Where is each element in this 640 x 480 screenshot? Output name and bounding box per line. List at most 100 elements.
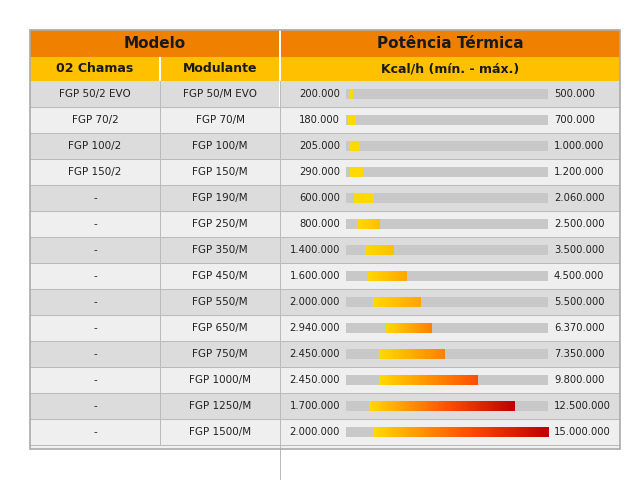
Text: FGP 450/M: FGP 450/M	[192, 271, 248, 281]
Bar	[497, 401, 500, 411]
Bar	[377, 271, 378, 281]
Text: 12.500.000: 12.500.000	[554, 401, 611, 411]
Bar	[410, 375, 413, 385]
Text: FGP 70/2: FGP 70/2	[72, 115, 118, 125]
Bar	[512, 401, 515, 411]
Bar	[426, 349, 428, 359]
Bar	[346, 115, 548, 125]
Bar	[30, 211, 620, 212]
Bar	[437, 349, 439, 359]
Bar	[373, 427, 376, 437]
Bar	[417, 427, 420, 437]
Bar	[351, 141, 352, 151]
Bar	[369, 271, 370, 281]
Bar	[370, 271, 371, 281]
Bar	[387, 245, 388, 255]
Bar	[427, 401, 430, 411]
Bar	[359, 141, 360, 151]
Bar	[365, 219, 367, 229]
Bar	[370, 245, 371, 255]
Bar	[476, 401, 479, 411]
Bar	[356, 193, 357, 203]
Bar	[359, 193, 360, 203]
Bar	[371, 271, 372, 281]
Bar	[450, 375, 452, 385]
Bar	[372, 193, 374, 203]
Text: FGP 100/M: FGP 100/M	[192, 141, 248, 151]
Bar	[382, 245, 383, 255]
Text: 2.060.000: 2.060.000	[554, 193, 605, 203]
Bar	[379, 349, 381, 359]
Text: 5.500.000: 5.500.000	[554, 297, 605, 307]
Bar	[391, 349, 393, 359]
Bar	[365, 193, 366, 203]
Bar	[388, 401, 391, 411]
Bar	[353, 141, 354, 151]
Bar	[357, 141, 358, 151]
Bar	[376, 219, 377, 229]
Text: FGP 1500/M: FGP 1500/M	[189, 427, 251, 437]
Bar	[372, 219, 373, 229]
Bar	[415, 297, 417, 307]
Bar	[381, 375, 383, 385]
Bar	[390, 271, 392, 281]
Bar	[393, 271, 394, 281]
Bar	[396, 271, 397, 281]
Bar	[346, 297, 548, 307]
Bar	[359, 219, 360, 229]
Text: 1.700.000: 1.700.000	[289, 401, 340, 411]
Bar	[372, 271, 374, 281]
Bar	[352, 167, 353, 177]
Bar	[359, 193, 360, 203]
Bar	[469, 427, 472, 437]
Bar	[396, 297, 397, 307]
Text: 3.500.000: 3.500.000	[554, 245, 604, 255]
Bar	[405, 297, 406, 307]
Bar	[359, 167, 360, 177]
Bar	[422, 349, 424, 359]
Bar	[513, 427, 516, 437]
Bar	[381, 297, 383, 307]
Bar	[358, 219, 359, 229]
Bar	[487, 427, 490, 437]
Bar	[472, 375, 474, 385]
Bar	[375, 271, 376, 281]
Text: FGP 50/M EVO: FGP 50/M EVO	[183, 89, 257, 99]
Bar	[397, 297, 398, 307]
Bar	[420, 349, 422, 359]
Bar	[408, 401, 411, 411]
Bar	[418, 323, 419, 333]
Bar	[426, 323, 428, 333]
Text: 500.000: 500.000	[554, 89, 595, 99]
Bar	[374, 297, 375, 307]
Bar	[406, 323, 408, 333]
Bar	[349, 141, 350, 151]
Bar	[358, 193, 360, 203]
Bar	[507, 401, 510, 411]
Bar	[417, 297, 418, 307]
Bar	[447, 401, 449, 411]
Bar	[388, 271, 390, 281]
Bar	[384, 245, 385, 255]
Bar	[399, 271, 400, 281]
Text: 2.450.000: 2.450.000	[289, 375, 340, 385]
Bar	[470, 375, 472, 385]
Bar	[346, 245, 548, 255]
Bar	[371, 219, 372, 229]
Bar	[356, 141, 357, 151]
Bar	[383, 245, 384, 255]
Bar	[356, 193, 357, 203]
Bar	[425, 375, 428, 385]
Bar	[371, 245, 372, 255]
Bar	[386, 271, 387, 281]
Bar	[373, 245, 374, 255]
Bar	[388, 349, 389, 359]
Bar	[30, 393, 620, 419]
Bar	[399, 271, 401, 281]
Bar	[358, 167, 360, 177]
Bar	[358, 193, 359, 203]
Bar	[382, 375, 385, 385]
Bar	[373, 219, 374, 229]
Bar	[361, 167, 362, 177]
Bar	[418, 297, 419, 307]
